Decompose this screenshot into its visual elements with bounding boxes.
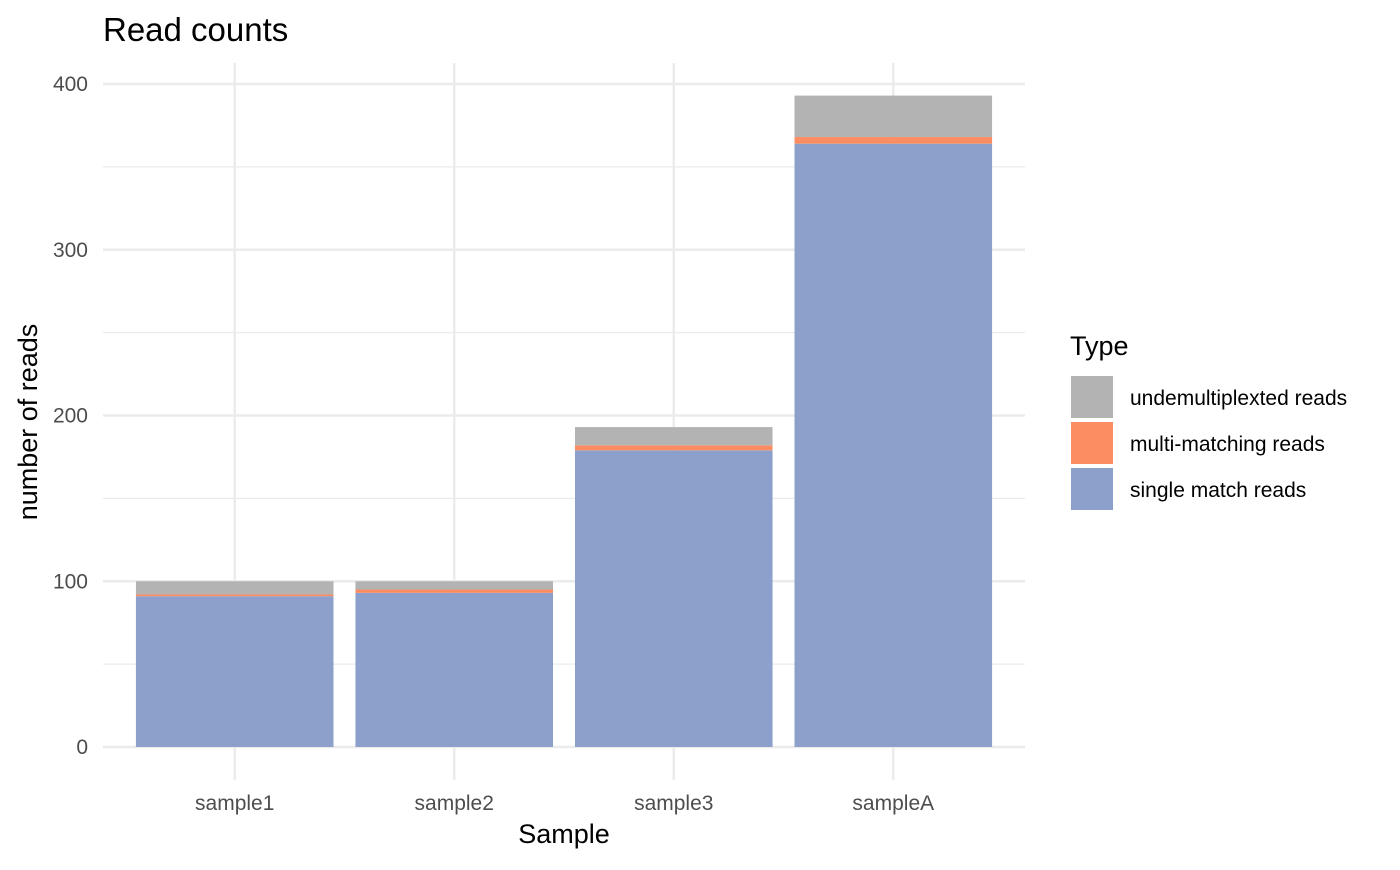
bar-segment <box>355 592 554 747</box>
y-tick-label: 200 <box>53 405 88 428</box>
bar-segment <box>135 596 334 747</box>
y-tick-label: 100 <box>53 570 88 593</box>
bar-segment <box>135 594 334 597</box>
legend-key <box>1071 376 1113 418</box>
bar-segment <box>355 581 554 590</box>
bar-segment <box>574 427 773 446</box>
x-tick-label: sample2 <box>415 792 494 815</box>
y-tick-label: 300 <box>53 239 88 262</box>
bar-segment <box>794 137 993 144</box>
bar-segment <box>355 589 554 593</box>
bar-segment <box>794 143 993 748</box>
y-axis-title: number of reads <box>13 324 43 521</box>
legend-key <box>1071 422 1113 464</box>
legend-label: undemultiplexted reads <box>1130 387 1347 410</box>
x-tick-label: sampleA <box>852 792 934 815</box>
legend: Type undemultiplexted reads multi-matchin… <box>1070 331 1347 510</box>
y-tick-label: 400 <box>53 73 88 96</box>
y-tick-label: 0 <box>76 736 88 759</box>
chart-title: Read counts <box>103 11 288 48</box>
x-axis-title: Sample <box>518 819 610 849</box>
y-axis: 0 100 200 300 400 <box>53 73 88 759</box>
x-tick-label: sample3 <box>634 792 713 815</box>
bars <box>135 95 993 748</box>
bar-segment <box>794 95 993 138</box>
x-tick-label: sample1 <box>195 792 274 815</box>
legend-title: Type <box>1070 331 1129 361</box>
bar-segment <box>135 581 334 595</box>
legend-key <box>1071 468 1113 510</box>
legend-label: multi-matching reads <box>1130 433 1325 456</box>
bar-segment <box>574 450 773 747</box>
x-axis: sample1 sample2 sample3 sampleA <box>195 792 934 815</box>
bar-segment <box>574 445 773 451</box>
legend-label: single match reads <box>1130 479 1306 502</box>
